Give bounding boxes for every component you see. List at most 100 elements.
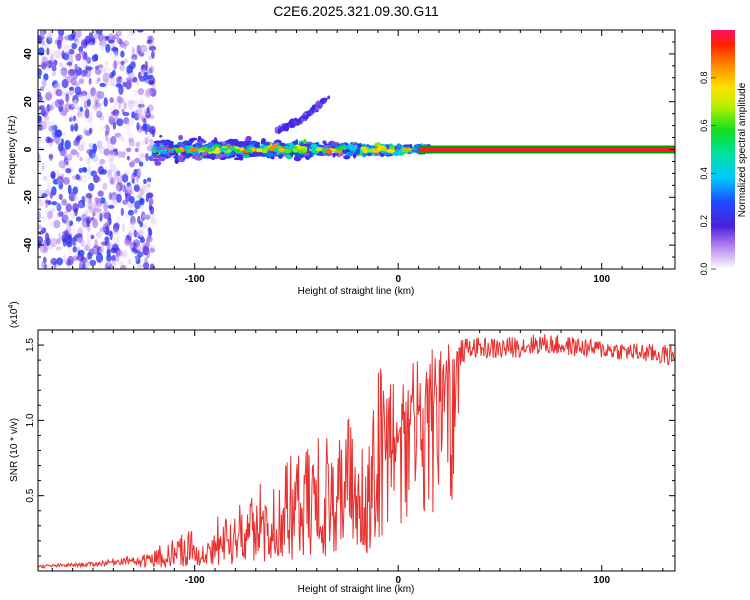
snr-ytick-label: 1.5: [25, 338, 36, 352]
spectrogram-noise-cell: [43, 107, 49, 116]
spectrogram-panel: -100 0 100 -40 -20 0 20 40 Height of straight l…: [7, 29, 676, 297]
spectrogram-noise-cell: [97, 91, 105, 99]
spectrogram-noise-cell: [69, 220, 74, 226]
spectrogram-noise-cell: [133, 184, 140, 192]
spectrogram-noise-cell: [144, 60, 148, 71]
spectrogram-noise-cell: [52, 84, 57, 94]
spectrogram-noise-cell: [80, 256, 88, 264]
spectrogram-noise-cell: [65, 153, 73, 159]
spectrogram-peak-cell: [315, 147, 322, 152]
spectrogram-branch-cell: [287, 122, 292, 126]
spectrogram-noise-cell: [50, 257, 58, 266]
spectrogram-ridge-cell: [233, 157, 241, 161]
spectrogram-noise-cell: [41, 56, 48, 65]
spectrogram-noise-cell: [75, 30, 82, 39]
spectrogram-noise-cell: [116, 118, 124, 127]
spectrogram-noise-cell: [62, 254, 67, 264]
spectrogram-noise-cell: [92, 211, 96, 217]
spectrogram-noise-cell: [113, 184, 121, 192]
spectrogram-noise-cell: [104, 212, 110, 220]
spectrogram-noise-cell: [77, 201, 84, 209]
spectrogram-noise-cell: [103, 148, 110, 156]
spectrogram-noise-cell: [80, 90, 88, 97]
spectrogram-peak-cell: [189, 147, 198, 152]
spectrogram-noise-cell: [90, 234, 95, 240]
spectrogram-noise-cell: [142, 185, 150, 194]
spectrogram-noise-cell: [125, 147, 132, 153]
spectrogram-noise-cell: [121, 265, 125, 269]
spectrogram-noise-cell: [80, 93, 87, 103]
spectrogram-noise-cell: [51, 65, 57, 72]
spectrogram-noise-cell: [116, 170, 121, 177]
spectrogram-noise-cell: [100, 197, 106, 204]
spectrogram-ridge-cell: [216, 153, 225, 158]
spectrogram-noise-cell: [51, 124, 58, 131]
spectrogram-noise-cell: [49, 220, 54, 228]
spectrogram-noise-cell: [109, 164, 118, 173]
spectrogram-noise-cell: [111, 259, 117, 267]
spectrogram-noise-cell: [124, 170, 130, 176]
spectrogram-noise-cell: [143, 137, 151, 143]
spectrogram-noise-cell: [38, 138, 42, 144]
spectrogram-noise-cell: [92, 152, 97, 162]
spectrogram-noise-cell: [78, 262, 83, 269]
spectrogram-noise-cell: [72, 202, 79, 213]
spectrogram-noise-cell: [98, 32, 104, 42]
spectrogram-noise-cell: [126, 226, 130, 236]
spectrogram-noise-cell: [146, 39, 152, 45]
spectrogram-noise-cell: [46, 60, 54, 68]
spectrogram-noise-cell: [49, 119, 57, 126]
spectrogram-axes: -100 0 100 -40 -20 0 20 40: [23, 30, 675, 285]
spectrogram-noise-cell: [125, 212, 129, 218]
spectrogram-noise-cell: [102, 182, 108, 191]
spectrogram-branch-cell: [301, 115, 308, 120]
spectrogram-noise-cell: [138, 229, 144, 238]
spectrogram-noise-cell: [56, 202, 61, 210]
spectrogram-noise-cell: [115, 76, 122, 84]
spectrogram-ridge-cell: [250, 143, 255, 146]
snr-xtick-label: -100: [185, 575, 205, 586]
spectrogram-noise-cell: [78, 78, 85, 85]
spectrogram-noise-cell: [47, 31, 52, 39]
spectrogram-noise-cell: [120, 50, 125, 58]
spectrogram-branch-cell: [312, 104, 316, 110]
spectrogram-noise-cell: [103, 201, 108, 211]
spectrogram-ridge-cell: [156, 146, 163, 151]
spectrogram-noise-cell: [117, 134, 124, 141]
spectrogram-noise-cell: [139, 97, 144, 104]
spectrogram-noise-cell: [38, 68, 42, 77]
spectrogram-noise-cell: [42, 176, 48, 181]
spectrogram-noise-cell: [94, 238, 98, 249]
spectrogram-noise-cell: [112, 237, 120, 244]
spectrogram-ridge-cell: [403, 144, 411, 149]
spectrogram-noise-cell: [99, 115, 105, 121]
spectrogram-noise-cell: [133, 89, 138, 97]
spectrogram-peak-cell: [214, 147, 221, 152]
spectrogram-noise-cell: [118, 260, 124, 266]
spectrogram-noise-cell: [90, 112, 94, 122]
spectrogram-noise-cell: [49, 138, 55, 144]
spectrogram-xtick-label: 100: [593, 274, 610, 285]
spectrogram-noise-cell: [57, 178, 62, 186]
spectrogram-ridge-cell: [413, 144, 420, 150]
spectrogram-noise-cell: [55, 89, 63, 97]
spectrogram-noise-cell: [97, 77, 101, 82]
spectrogram-noise-cell: [136, 141, 140, 148]
spectrogram-noise-cell: [42, 163, 50, 169]
spectrogram-ridge-cell: [234, 143, 238, 146]
spectrogram-noise-cell: [100, 125, 105, 131]
spectrogram-noise-cell: [131, 221, 135, 230]
spectrogram-noise-cell: [128, 140, 135, 147]
spectrogram-noise-cell: [148, 204, 153, 211]
spectrogram-noise-cell: [65, 168, 72, 174]
spectrogram-noise-cell: [138, 107, 143, 118]
spectrogram-noise-cell: [146, 67, 152, 76]
spectrogram-noise-cell: [58, 160, 66, 169]
spectrogram-noise-cell: [121, 223, 126, 233]
spectrogram-noise-cell: [57, 142, 64, 152]
spectrogram-ridge-cell: [352, 152, 357, 159]
spectrogram-noise-cell: [69, 113, 74, 122]
spectrogram-ridge-cell: [158, 156, 166, 162]
spectrogram-noise-cell: [138, 140, 145, 146]
spectrogram-noise-cell: [123, 58, 129, 64]
